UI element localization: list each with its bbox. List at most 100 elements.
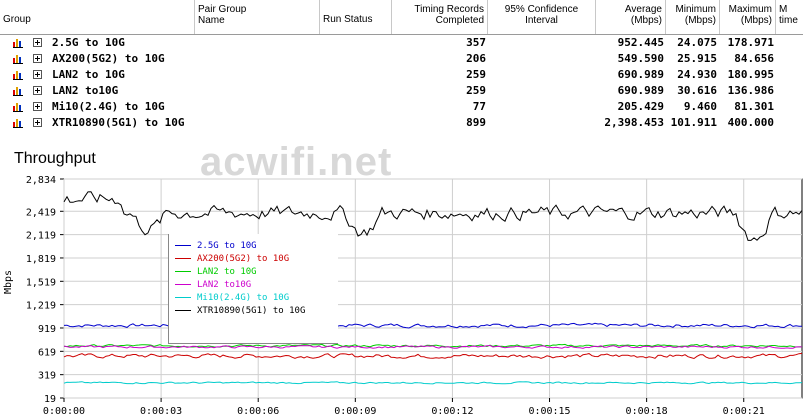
chart-bars-icon bbox=[13, 87, 23, 96]
average-value: 549.590 bbox=[617, 52, 664, 65]
plus-box-icon[interactable] bbox=[33, 118, 42, 127]
pair-name: Mi10(2.4G) to 10G bbox=[52, 100, 165, 113]
minimum-value: 101.911 bbox=[670, 116, 717, 129]
y-tick-label: 2,119 bbox=[26, 231, 56, 242]
chart-bars-icon bbox=[13, 39, 23, 48]
records-completed: 77 bbox=[472, 100, 486, 113]
y-tick-label: 919 bbox=[38, 324, 56, 335]
watermark: acwifi.net bbox=[200, 140, 393, 184]
average-value: 690.989 bbox=[617, 68, 664, 81]
col-timing-records[interactable]: Timing Records Completed bbox=[392, 0, 488, 34]
series-line bbox=[63, 344, 802, 349]
col-group[interactable]: Group bbox=[0, 0, 195, 34]
legend-item: LAN2 to 10G bbox=[175, 266, 257, 278]
col-confidence[interactable]: 95% Confidence Interval bbox=[488, 0, 596, 34]
x-tick-label: 0:00:18 bbox=[626, 406, 668, 417]
maximum-value: 180.995 bbox=[727, 68, 774, 81]
x-tick-label: 0:00:03 bbox=[140, 406, 182, 417]
legend-label: XTR10890(5G1) to 10G bbox=[197, 306, 306, 316]
col-run-status[interactable]: Run Status bbox=[320, 0, 392, 34]
legend-item: AX200(5G2) to 10G bbox=[175, 253, 289, 265]
minimum-value: 25.915 bbox=[677, 52, 717, 65]
records-completed: 206 bbox=[466, 52, 486, 65]
maximum-value: 84.656 bbox=[734, 52, 774, 65]
records-completed: 259 bbox=[466, 68, 486, 81]
chart-bars-icon bbox=[13, 119, 23, 128]
maximum-value: 81.301 bbox=[734, 100, 774, 113]
chart-legend: 2.5G to 10G AX200(5G2) to 10G LAN2 to 10G L… bbox=[168, 234, 338, 344]
pair-name: AX200(5G2) to 10G bbox=[52, 52, 165, 65]
plus-box-icon[interactable] bbox=[33, 86, 42, 95]
pair-name: LAN2 to10G bbox=[52, 84, 119, 97]
table-row[interactable]: XTR10890(5G1) to 10G 899 2,398.453 101.911 4… bbox=[0, 115, 803, 131]
y-tick-label: 2,419 bbox=[26, 207, 56, 218]
table-row[interactable]: AX200(5G2) to 10G 206 549.590 25.915 84.656 bbox=[0, 51, 803, 67]
y-tick-label: 19 bbox=[44, 394, 56, 405]
col-pair-group-name[interactable]: Pair Group Name bbox=[195, 0, 320, 34]
table-header: Group Pair Group Name Run Status Timing … bbox=[0, 0, 803, 35]
table-row[interactable]: 2.5G to 10G 357 952.445 24.075 178.971 bbox=[0, 35, 803, 51]
plus-box-icon[interactable] bbox=[33, 38, 42, 47]
throughput-chart: acwifi.net Throughput Mbps 2,834 2,419 2,1… bbox=[0, 140, 803, 419]
plus-box-icon[interactable] bbox=[33, 102, 42, 111]
chart-bars-icon bbox=[13, 55, 23, 64]
x-tick-label: 0:00:00 bbox=[43, 406, 85, 417]
table-row[interactable]: Mi10(2.4G) to 10G 77 205.429 9.460 81.301 bbox=[0, 99, 803, 115]
x-tick-label: 0:00:15 bbox=[528, 406, 570, 417]
minimum-value: 24.075 bbox=[677, 36, 717, 49]
maximum-value: 178.971 bbox=[727, 36, 774, 49]
table-row[interactable]: LAN2 to10G 259 690.989 30.616 136.986 bbox=[0, 83, 803, 99]
x-tick-label: 0:00:09 bbox=[334, 406, 376, 417]
average-value: 205.429 bbox=[617, 100, 664, 113]
legend-label: 2.5G to 10G bbox=[197, 241, 257, 251]
y-tick-label: 1,519 bbox=[26, 277, 56, 288]
legend-item: 2.5G to 10G bbox=[175, 240, 257, 252]
series-line bbox=[63, 191, 803, 241]
legend-swatch bbox=[175, 245, 191, 246]
records-completed: 357 bbox=[466, 36, 486, 49]
legend-label: LAN2 to10G bbox=[197, 280, 252, 290]
table-row[interactable]: LAN2 to 10G 259 690.989 24.930 180.995 bbox=[0, 67, 803, 83]
y-tick-label: 1,819 bbox=[26, 254, 56, 265]
average-value: 2,398.453 bbox=[604, 116, 664, 129]
y-tick-label: 319 bbox=[38, 371, 56, 382]
legend-item: Mi10(2.4G) to 10G bbox=[175, 292, 289, 304]
minimum-value: 30.616 bbox=[677, 84, 717, 97]
legend-swatch bbox=[175, 284, 191, 285]
legend-label: AX200(5G2) to 10G bbox=[197, 254, 290, 264]
maximum-value: 136.986 bbox=[727, 84, 774, 97]
chart-title: Throughput bbox=[14, 150, 96, 167]
plus-box-icon[interactable] bbox=[33, 54, 42, 63]
legend-swatch bbox=[175, 310, 191, 311]
pair-name: 2.5G to 10G bbox=[52, 36, 125, 49]
col-extra[interactable]: M time bbox=[779, 4, 798, 26]
legend-label: LAN2 to 10G bbox=[197, 267, 257, 277]
series-line bbox=[63, 352, 803, 360]
legend-item: LAN2 to10G bbox=[175, 279, 251, 291]
x-tick-label: 0:00:12 bbox=[431, 406, 473, 417]
plus-box-icon[interactable] bbox=[33, 70, 42, 79]
maximum-value: 400.000 bbox=[727, 116, 774, 129]
x-tick-label: 0:00:21 bbox=[723, 406, 765, 417]
average-value: 952.445 bbox=[617, 36, 664, 49]
x-tick-label: 0:00:06 bbox=[237, 406, 279, 417]
col-average[interactable]: Average (Mbps) bbox=[596, 0, 666, 34]
legend-label: Mi10(2.4G) to 10G bbox=[197, 293, 290, 303]
col-maximum[interactable]: Maximum (Mbps) bbox=[720, 0, 776, 34]
chart-bars-icon bbox=[13, 103, 23, 112]
legend-swatch bbox=[175, 271, 191, 272]
y-tick-label: 2,834 bbox=[26, 175, 56, 186]
average-value: 690.989 bbox=[617, 84, 664, 97]
minimum-value: 9.460 bbox=[683, 100, 717, 113]
plot-svg: 2,834 2,419 2,119 1,819 1,519 1,219 919 619 319 1… bbox=[26, 175, 803, 417]
legend-swatch bbox=[175, 258, 191, 259]
col-minimum[interactable]: Minimum (Mbps) bbox=[666, 0, 720, 34]
pair-name: LAN2 to 10G bbox=[52, 68, 125, 81]
records-completed: 899 bbox=[466, 116, 486, 129]
chart-bars-icon bbox=[13, 71, 23, 80]
legend-item: XTR10890(5G1) to 10G bbox=[175, 305, 305, 317]
pair-name: XTR10890(5G1) to 10G bbox=[52, 116, 185, 129]
series-line bbox=[63, 381, 803, 385]
y-tick-label: 619 bbox=[38, 347, 56, 358]
minimum-value: 24.930 bbox=[677, 68, 717, 81]
